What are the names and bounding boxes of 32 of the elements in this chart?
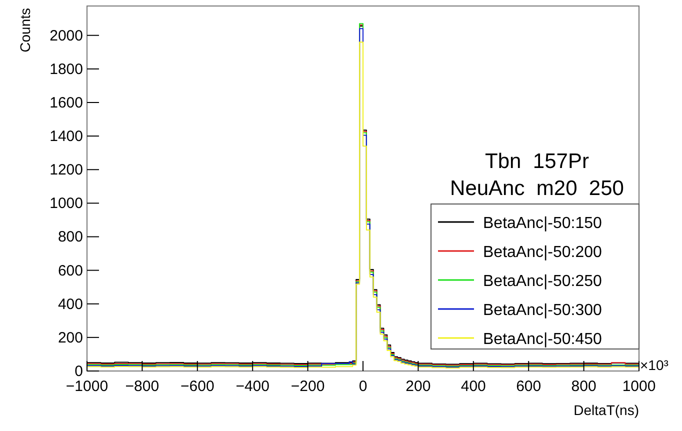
y-tick-label: 1200 (50, 162, 83, 179)
y-tick-label: 2000 (50, 27, 83, 44)
y-tick-label: 1800 (50, 60, 83, 78)
y-tick-label: 1400 (50, 128, 83, 146)
text: ×10³ (640, 357, 669, 373)
y-tick-label: 1000 (50, 195, 83, 212)
y-axis-title: Counts (17, 8, 33, 52)
legend-label: BetaAnc|-50:200 (483, 244, 602, 261)
text: NeuAnc m20 250 (450, 177, 624, 200)
y-tick-label: 1600 (50, 94, 83, 112)
x-tick-label: −400 (236, 378, 270, 395)
x-tick-label: −1000 (66, 378, 108, 395)
legend-label: BetaAnc|-50:150 (483, 215, 602, 232)
x-tick-label: −600 (180, 378, 214, 395)
x-tick-label: 600 (516, 378, 542, 395)
x-tick-label: −800 (125, 378, 160, 395)
x-tick-label: 0 (358, 378, 368, 395)
y-tick-label: 800 (58, 228, 83, 246)
x-tick-label: −200 (290, 378, 325, 395)
y-tick-label: 200 (58, 329, 83, 346)
legend-label: BetaAnc|-50:450 (483, 331, 602, 348)
x-tick-label: 200 (406, 378, 431, 395)
x-axis-title: DeltaT(ns) (574, 402, 639, 418)
y-tick-label: 0 (74, 363, 83, 380)
y-tick-label: 400 (58, 296, 83, 313)
legend-label: BetaAnc|-50:250 (483, 273, 602, 290)
text: Tbn 157Pr (485, 150, 589, 173)
x-tick-label: 1000 (622, 378, 656, 395)
x-tick-label: 400 (460, 378, 486, 395)
legend-label: BetaAnc|-50:300 (483, 302, 602, 319)
y-tick-label: 600 (58, 262, 83, 280)
x-tick-label: 800 (571, 378, 596, 395)
